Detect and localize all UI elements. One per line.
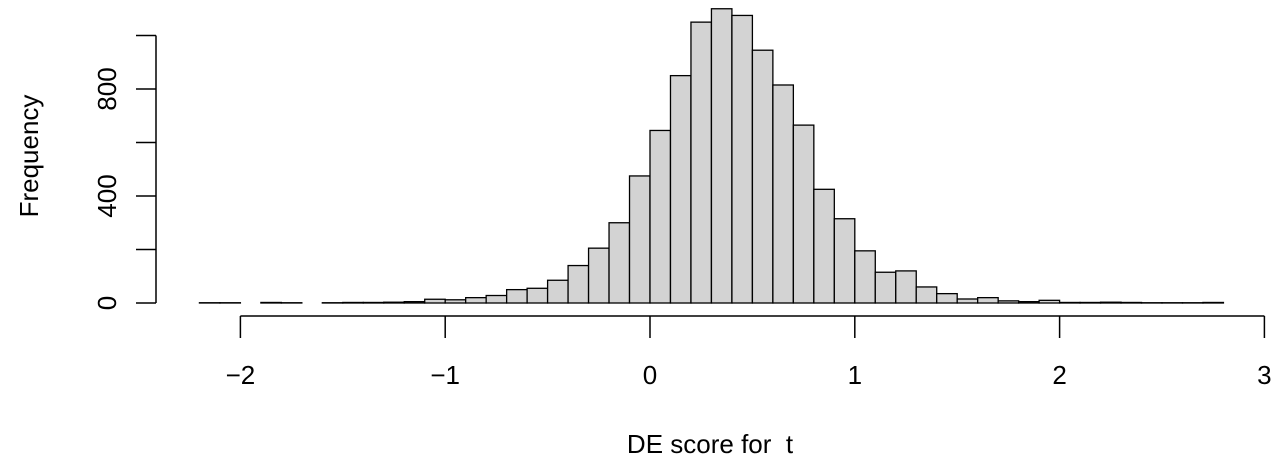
histogram-bar [997,300,1020,304]
y-axis-label: Frequency [14,95,44,218]
histogram-bar [485,294,508,304]
histogram-bar [649,129,672,304]
histogram-bar [465,296,487,304]
histogram-bar [628,175,651,304]
x-tick-label: 1 [848,360,862,390]
histogram-bar [751,49,774,304]
histogram-bar [956,298,979,304]
histogram-bar [710,8,733,304]
x-axis: −2 −1 0 1 2 3 [226,315,1272,390]
y-axis: 0 400 800 [92,34,157,310]
histogram-bar [874,271,897,304]
histogram-bars [198,8,1225,304]
x-tick-label: 3 [1257,360,1271,390]
histogram-bar [895,270,917,304]
histogram-bar [608,222,631,304]
histogram-bar [342,301,364,304]
histogram-bar [854,250,876,304]
histogram-bar [915,286,938,304]
histogram-bar [362,301,385,304]
histogram-bar [587,247,610,304]
histogram-bar [772,84,795,304]
histogram-bar [1079,301,1102,304]
histogram-bar [1038,299,1061,304]
y-tick-label: 0 [92,296,122,310]
histogram-bar [792,124,815,304]
histogram-bar [813,188,835,304]
histogram-bar [546,279,569,304]
y-tick-label: 400 [92,174,122,217]
histogram-bar [669,74,692,304]
histogram-bar [1202,301,1225,304]
histogram-bar [444,299,467,304]
histogram-bar [1099,301,1122,304]
x-axis-label: DE score for t [627,429,794,459]
x-tick-label: −1 [430,360,460,390]
histogram-bar [1058,301,1081,304]
y-tick-label: 800 [92,67,122,110]
histogram-bar [1017,301,1040,304]
histogram-bar [383,301,405,304]
histogram-bar [731,14,754,304]
histogram-bar [403,301,426,304]
histogram-bar [690,21,713,304]
x-tick-label: 2 [1052,360,1066,390]
x-tick-label: 0 [643,360,657,390]
x-tick-label: −2 [226,360,256,390]
histogram-bar [424,298,446,304]
histogram-bar [567,264,590,304]
histogram-bar [833,218,856,304]
histogram-bar [526,287,549,304]
histogram-bar [977,296,999,304]
histogram-bar [260,301,283,304]
histogram-bar [505,288,528,304]
histogram-bar [936,292,958,304]
histogram-bar [1120,301,1143,304]
